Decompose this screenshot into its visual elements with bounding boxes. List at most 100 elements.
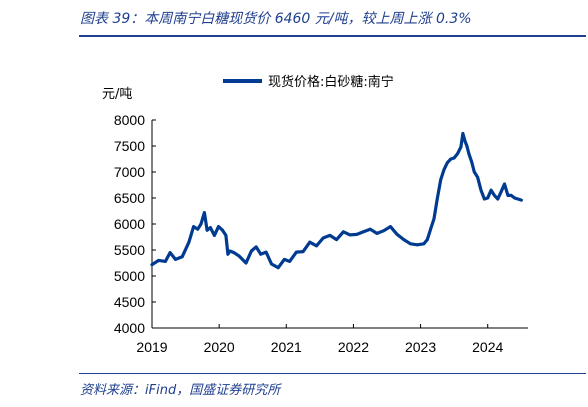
data-point (348, 233, 352, 237)
source-note: 资料来源：iFind，国盛证券研究所 (80, 383, 281, 398)
data-point (509, 194, 513, 197)
data-point (375, 232, 379, 235)
data-point (476, 175, 479, 179)
data-point (389, 225, 392, 229)
chart-legend: 现货价格:白砂糖:南宁 (223, 74, 394, 90)
data-point (288, 260, 291, 263)
data-point (409, 242, 412, 246)
data-point (192, 225, 196, 229)
data-point (442, 168, 446, 171)
y-tick-label: 6000 (114, 216, 145, 232)
data-point (472, 170, 476, 174)
chart-axes: 4000 4500 5000 5500 6000 6500 7000 7500 8000 2019… (114, 112, 528, 355)
data-point (228, 249, 232, 253)
data-point (301, 250, 305, 254)
data-point (282, 258, 286, 261)
data-point (328, 234, 332, 237)
data-point (174, 258, 177, 261)
plot-area (150, 131, 523, 270)
data-point (493, 194, 496, 197)
data-point (486, 196, 490, 200)
data-point (467, 152, 471, 156)
series-line-0 (150, 131, 523, 270)
data-point (463, 139, 467, 143)
data-point (432, 217, 436, 221)
data-point (439, 178, 443, 182)
data-point (470, 160, 473, 164)
data-point (496, 197, 500, 201)
x-tick-label: 2020 (204, 339, 235, 355)
data-point (213, 234, 216, 237)
data-point (203, 211, 206, 215)
data-point (217, 225, 220, 229)
y-tick-label: 4500 (114, 294, 145, 310)
x-tick-label: 2022 (338, 339, 369, 355)
data-point (254, 245, 258, 249)
data-point (429, 227, 432, 231)
data-point (157, 259, 161, 262)
data-point (479, 188, 483, 192)
data-point (355, 233, 359, 236)
data-point (315, 244, 318, 248)
data-point (415, 243, 419, 247)
y-tick-label: 7500 (114, 138, 145, 154)
data-point (362, 230, 365, 234)
data-point (250, 249, 253, 253)
data-point (402, 238, 406, 242)
data-point (295, 250, 298, 254)
data-point (168, 251, 172, 255)
data-point (321, 236, 325, 240)
x-tick-label: 2021 (271, 339, 302, 355)
data-point (449, 157, 453, 161)
data-point (270, 262, 273, 266)
data-point (209, 226, 212, 230)
data-point (395, 233, 399, 236)
data-point (483, 197, 486, 201)
data-point (187, 240, 191, 244)
data-point (446, 161, 449, 165)
data-point (489, 188, 493, 192)
data-point (199, 222, 203, 226)
footer-divider (79, 373, 586, 374)
data-point (335, 238, 338, 242)
y-tick-label: 5000 (114, 268, 145, 284)
data-point (259, 252, 263, 256)
data-point (516, 197, 520, 201)
data-point (180, 255, 184, 259)
figure-title: 图表 39：本周南宁白糖现货价 6460 元/吨，较上周上涨 0.3% (80, 11, 472, 27)
y-tick-label: 7000 (114, 164, 145, 180)
data-point (425, 238, 429, 242)
data-point (244, 261, 248, 265)
data-point (368, 227, 372, 231)
data-point (205, 228, 209, 232)
x-tick-label: 2024 (472, 339, 503, 355)
data-point (456, 152, 459, 156)
data-point (276, 266, 280, 270)
data-point (513, 196, 516, 200)
data-point (237, 254, 241, 258)
y-tick-label: 5500 (114, 242, 145, 258)
data-point (382, 229, 385, 233)
data-point (499, 190, 503, 194)
data-point (506, 194, 510, 197)
data-point (465, 144, 469, 148)
data-point (461, 132, 465, 135)
data-point (308, 240, 312, 244)
data-point (519, 198, 523, 202)
data-point (226, 252, 230, 256)
data-point (436, 196, 439, 200)
data-point (503, 182, 506, 186)
data-point (164, 260, 167, 263)
data-point (452, 156, 456, 160)
data-point (221, 228, 224, 232)
title-divider (79, 35, 586, 37)
x-tick-label: 2023 (405, 339, 436, 355)
y-tick-label: 8000 (114, 112, 145, 128)
data-point (232, 251, 236, 255)
price-line-chart: 现货价格:白砂糖:南宁 元/吨 4000 4500 5000 5500 6000 6500… (102, 74, 528, 355)
legend-label: 现货价格:白砂糖:南宁 (268, 74, 394, 90)
data-point (264, 250, 268, 254)
data-point (342, 230, 345, 234)
data-point (224, 234, 228, 237)
data-point (459, 145, 463, 149)
